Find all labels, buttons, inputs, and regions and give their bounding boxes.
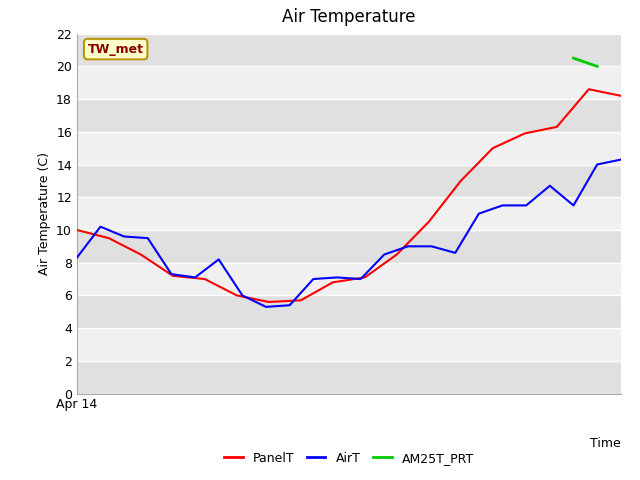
Bar: [77, 361, 621, 394]
Text: TW_met: TW_met: [88, 43, 144, 56]
Legend: PanelT, AirT, AM25T_PRT: PanelT, AirT, AM25T_PRT: [219, 447, 479, 469]
Text: Time: Time: [590, 437, 621, 450]
Bar: [77, 165, 621, 197]
Bar: [77, 66, 621, 99]
Bar: [77, 230, 621, 263]
Title: Air Temperature: Air Temperature: [282, 9, 415, 26]
Bar: [77, 99, 621, 132]
Bar: [77, 328, 621, 361]
Bar: [77, 295, 621, 328]
Bar: [77, 263, 621, 295]
Bar: [77, 34, 621, 66]
Y-axis label: Air Temperature (C): Air Temperature (C): [38, 152, 51, 275]
Bar: [77, 132, 621, 165]
Bar: [77, 197, 621, 230]
